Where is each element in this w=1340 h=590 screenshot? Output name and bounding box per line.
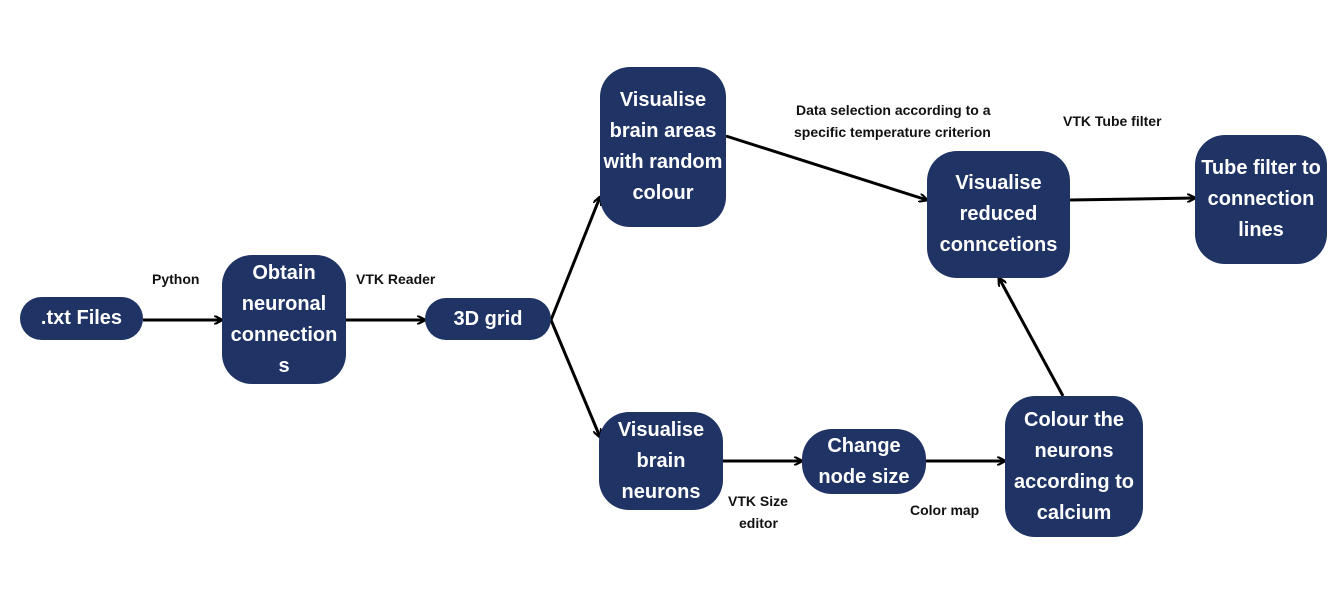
- node-visualise-reduced-label: Visualise reduced conncetions: [939, 172, 1058, 256]
- node-visualise-areas: Visualise brain areas with random colour: [600, 67, 726, 227]
- label-color-map: Color map: [910, 502, 980, 518]
- node-visualise-areas-label: Visualise brain areas with random colour: [603, 89, 723, 204]
- node-txt-files-label: .txt Files: [40, 307, 123, 329]
- label-data-selection-line1: Data selection according to a: [796, 102, 991, 118]
- node-3d-grid: 3D grid: [425, 298, 551, 340]
- node-change-node-size: Change node size: [802, 429, 926, 494]
- node-obtain-connections: Obtain neuronal connection s: [222, 255, 346, 384]
- label-vtk-reader: VTK Reader: [356, 271, 436, 287]
- label-vtk-tube-filter: VTK Tube filter: [1063, 113, 1162, 129]
- node-colour-neurons: Colour the neurons according to calcium: [1005, 396, 1143, 537]
- arrow-colour-to-reduced: [999, 278, 1065, 397]
- label-python: Python: [152, 271, 200, 287]
- label-vtk-size-editor-line2: editor: [739, 515, 778, 531]
- node-3d-grid-label: 3D grid: [453, 307, 523, 330]
- arrow-reduced-to-tube: [1069, 198, 1195, 200]
- node-txt-files: .txt Files: [20, 297, 143, 340]
- node-tube-filter-label: Tube filter to connection lines: [1201, 157, 1321, 241]
- node-visualise-neurons: Visualise brain neurons: [599, 412, 723, 510]
- arrow-areas-to-reduced: [725, 134, 927, 200]
- node-change-node-size-label: Change node size: [818, 434, 910, 488]
- node-colour-neurons-label: Colour the neurons according to calcium: [1013, 408, 1134, 524]
- arrow-grid-to-areas: [549, 197, 600, 321]
- label-vtk-size-editor-line1: VTK Size: [728, 493, 788, 509]
- label-data-selection-line2: specific temperature criterion: [794, 124, 991, 140]
- node-obtain-connections-label: Obtain neuronal connection s: [230, 261, 338, 377]
- node-tube-filter: Tube filter to connection lines: [1195, 135, 1327, 264]
- arrow-grid-to-neurons: [549, 319, 600, 437]
- node-visualise-neurons-label: Visualise brain neurons: [617, 418, 705, 503]
- node-visualise-reduced: Visualise reduced conncetions: [927, 151, 1070, 278]
